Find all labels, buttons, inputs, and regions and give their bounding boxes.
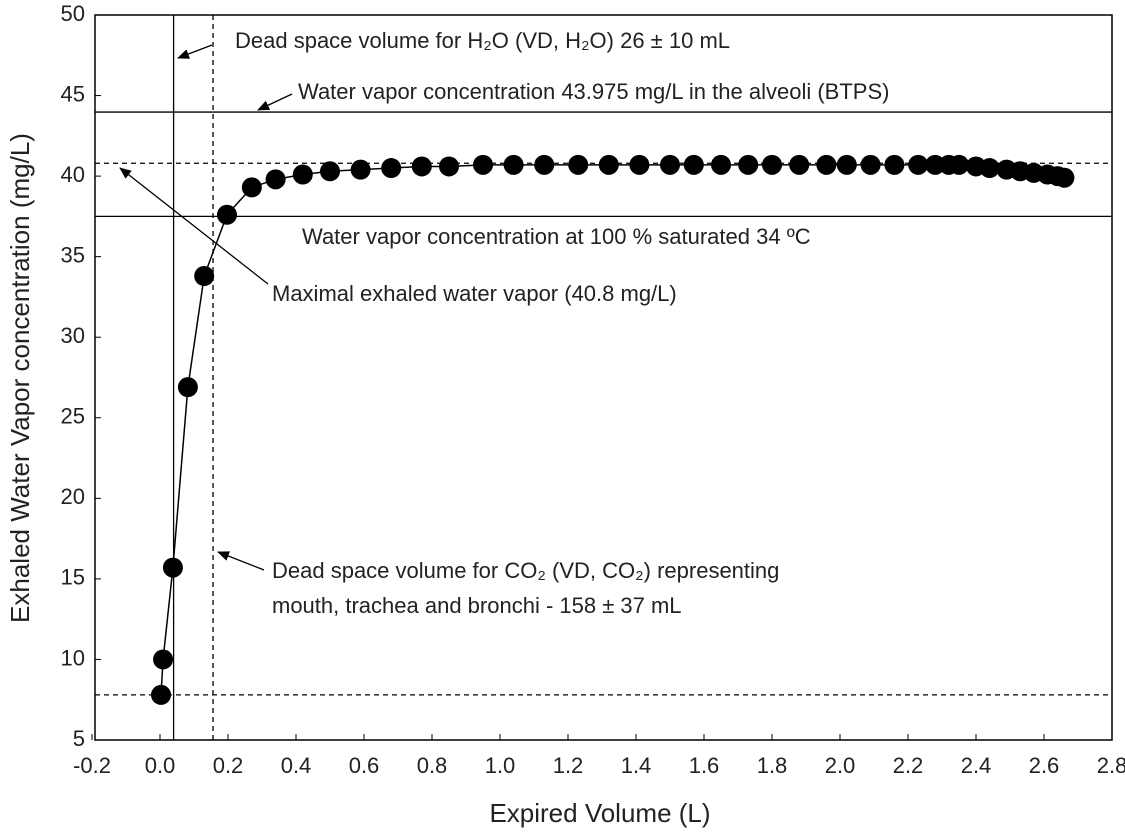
x-tick-label: 2.8 xyxy=(1097,753,1125,778)
data-point xyxy=(265,169,286,190)
x-tick-label: 1.0 xyxy=(485,753,516,778)
data-point xyxy=(836,154,857,175)
x-tick-label: 0.2 xyxy=(213,753,244,778)
x-tick-label: 1.8 xyxy=(757,753,788,778)
data-point xyxy=(292,164,313,185)
data-point xyxy=(381,158,402,179)
arrow xyxy=(257,93,293,111)
annotation: Dead space volume for CO₂ (VD, CO₂) repr… xyxy=(272,558,779,583)
y-tick-label: 5 xyxy=(73,726,85,751)
y-tick-label: 25 xyxy=(61,404,85,429)
y-tick-label: 40 xyxy=(61,162,85,187)
data-point xyxy=(153,649,174,670)
arrow xyxy=(119,167,269,285)
data-point xyxy=(629,154,650,175)
x-tick-label: 0.4 xyxy=(281,753,312,778)
x-axis-label: Expired Volume (L) xyxy=(489,798,710,828)
x-tick-label: 1.2 xyxy=(553,753,584,778)
y-tick-label: 15 xyxy=(61,565,85,590)
y-tick-label: 35 xyxy=(61,242,85,267)
data-point xyxy=(568,154,589,175)
data-point xyxy=(598,154,619,175)
y-tick-label: 10 xyxy=(61,645,85,670)
annotation: Water vapor concentration at 100 % satur… xyxy=(302,224,811,249)
plot-frame xyxy=(94,14,1113,741)
x-tick-label: 2.6 xyxy=(1029,753,1060,778)
y-tick-label: 20 xyxy=(61,484,85,509)
x-tick-label: 2.2 xyxy=(893,753,924,778)
data-point xyxy=(908,154,929,175)
data-point xyxy=(534,154,555,175)
data-point xyxy=(816,154,837,175)
data-point xyxy=(683,154,704,175)
x-tick-label: 0.0 xyxy=(145,753,176,778)
data-point xyxy=(411,156,432,177)
data-point xyxy=(503,154,524,175)
data-point xyxy=(216,204,237,225)
data-point xyxy=(350,159,371,180)
data-point xyxy=(1054,167,1075,188)
x-tick-label: 0.8 xyxy=(417,753,448,778)
data-point xyxy=(979,158,1000,179)
data-point xyxy=(860,154,881,175)
y-tick-label: 30 xyxy=(61,323,85,348)
y-tick-label: 50 xyxy=(61,1,85,26)
data-point xyxy=(151,684,172,705)
data-point xyxy=(789,154,810,175)
y-axis-label: Exhaled Water Vapor concentration (mg/L) xyxy=(5,133,35,623)
x-tick-label: 1.4 xyxy=(621,753,652,778)
x-tick-label: 1.6 xyxy=(689,753,720,778)
data-point xyxy=(738,154,759,175)
annotation: Dead space volume for H₂O (VD, H₂O) 26 ±… xyxy=(235,28,730,53)
data-point xyxy=(439,156,459,177)
x-tick-label: 0.6 xyxy=(349,753,380,778)
data-point xyxy=(660,154,680,175)
data-point xyxy=(949,154,969,175)
y-tick-label: 45 xyxy=(61,81,85,106)
data-point xyxy=(711,154,731,175)
data-point xyxy=(473,154,493,175)
annotation: Water vapor concentration 43.975 mg/L in… xyxy=(298,79,889,104)
data-point xyxy=(194,266,215,286)
data-point xyxy=(884,154,905,175)
data-point xyxy=(162,557,183,578)
data-point xyxy=(762,154,782,175)
data-point xyxy=(241,177,262,198)
arrow xyxy=(217,551,265,571)
data-point xyxy=(320,161,340,182)
annotation: Maximal exhaled water vapor (40.8 mg/L) xyxy=(272,281,677,306)
x-tick-label: 2.0 xyxy=(825,753,856,778)
annotation: mouth, trachea and bronchi - 158 ± 37 mL xyxy=(272,593,682,618)
arrow xyxy=(177,44,213,59)
data-point xyxy=(177,377,198,398)
x-tick-label: -0.2 xyxy=(73,753,111,778)
x-tick-label: 2.4 xyxy=(961,753,992,778)
